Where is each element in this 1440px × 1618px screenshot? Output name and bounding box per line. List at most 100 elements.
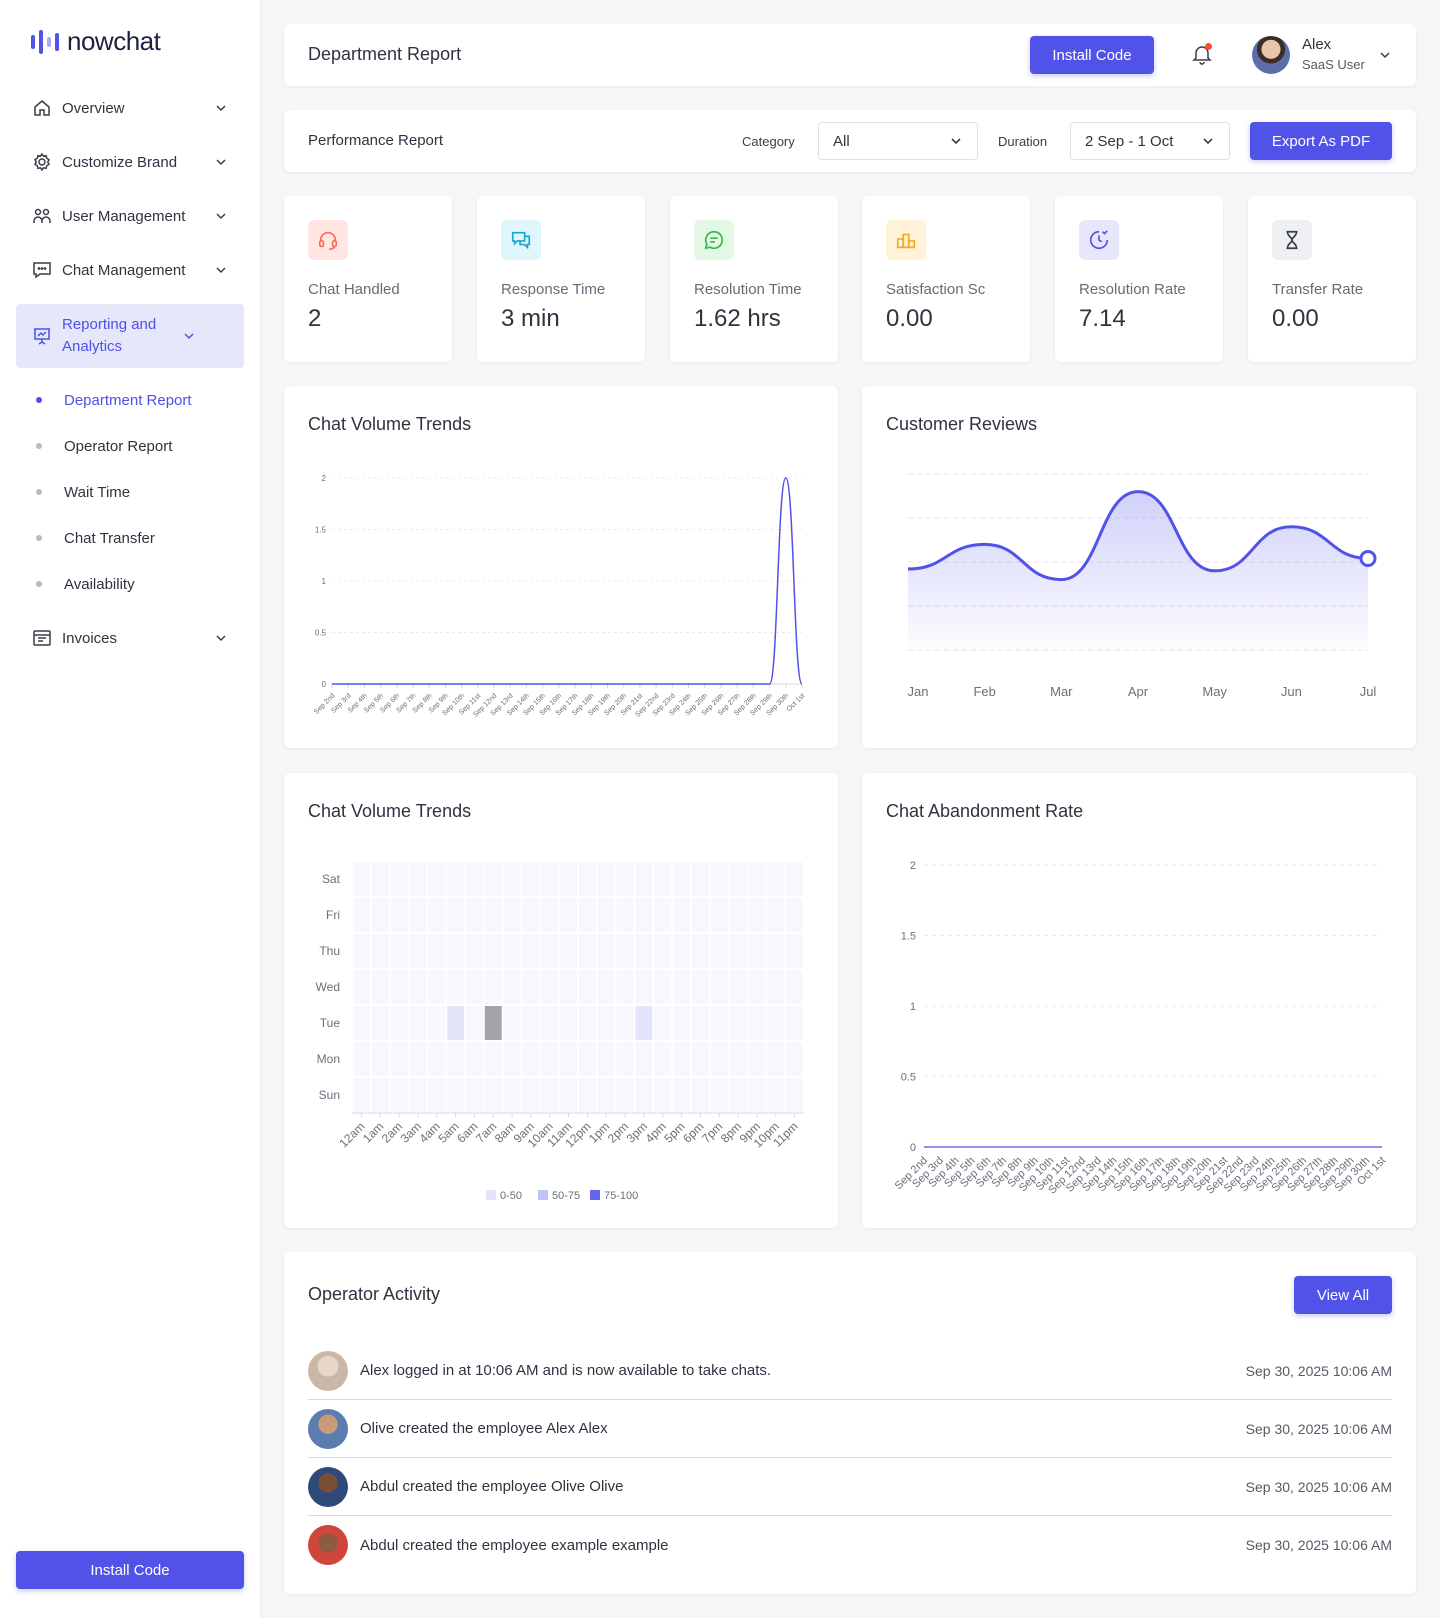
duration-select[interactable]: 2 Sep - 1 Oct — [1070, 122, 1230, 160]
stat-value: 2 — [308, 305, 322, 332]
legend-swatch — [538, 1190, 548, 1200]
heatmap-cell — [729, 934, 747, 968]
subitem-department-report[interactable]: Department Report — [28, 377, 248, 423]
heatmap-cell-active — [484, 1006, 502, 1040]
sidebar-item-invoices[interactable]: Invoices — [16, 618, 244, 658]
area-fill — [908, 491, 1368, 650]
heatmap-cell — [560, 862, 577, 896]
install-code-button[interactable]: Install Code — [1030, 36, 1154, 74]
brand-logo[interactable]: nowchat — [31, 26, 161, 57]
page-title: Department Report — [308, 44, 462, 64]
heatmap-cell — [390, 1078, 408, 1112]
heatmap-cell — [371, 1006, 389, 1040]
heatmap-cell — [692, 970, 709, 1004]
activity-time: Sep 30, 2025 10:06 AM — [1245, 1420, 1392, 1437]
heatmap-cell — [353, 862, 370, 896]
sidebar-item-reporting-analytics[interactable]: Reporting and Analytics — [16, 304, 244, 368]
heatmap-cell — [371, 898, 389, 932]
heatmap-cell — [767, 1042, 785, 1076]
sidebar-submenu: Department Report Operator Report Wait T… — [28, 377, 248, 607]
subitem-operator-report[interactable]: Operator Report — [28, 423, 248, 469]
heatmap-cell — [654, 898, 672, 932]
y-tick-label: Fri — [326, 908, 340, 922]
heatmap-cell — [579, 1006, 596, 1040]
heatmap-cell — [447, 898, 464, 932]
subitem-availability[interactable]: Availability — [28, 561, 248, 607]
heatmap-cell — [616, 1078, 634, 1112]
subitem-wait-time[interactable]: Wait Time — [28, 469, 248, 515]
view-all-button[interactable]: View All — [1294, 1276, 1392, 1314]
sidebar-item-chat-management[interactable]: Chat Management — [16, 250, 244, 290]
heatmap-cell — [522, 1006, 540, 1040]
last-point-marker — [1359, 549, 1377, 567]
sidebar-item-label: Overview — [62, 99, 125, 117]
heatmap-cell — [541, 934, 559, 968]
bullet-icon — [36, 397, 42, 403]
heatmap-cell — [710, 898, 728, 932]
heatmap-cell — [635, 862, 653, 896]
chart-card-abandonment-rate: Chat Abandonment Rate 0 0.5 1 1.5 2 Sep 2nd Se… — [862, 773, 1416, 1228]
subitem-chat-transfer[interactable]: Chat Transfer — [28, 515, 248, 561]
heatmap-cell — [522, 1042, 540, 1076]
heatmap-cell — [503, 970, 521, 1004]
heatmap-cell — [353, 970, 370, 1004]
sidebar-nav-bottom: Invoices — [16, 618, 244, 672]
message-icon — [694, 220, 734, 260]
chart-card-chat-volume-heatmap: Chat Volume Trends Sat Fri Thu Wed Tue Mon Sun… — [284, 773, 838, 1228]
heatmap-cell — [541, 970, 559, 1004]
notification-bell-icon[interactable] — [1190, 42, 1214, 66]
list-item: Alex logged in at 10:06 AM and is now av… — [308, 1342, 1392, 1400]
subitem-label: Wait Time — [64, 483, 131, 501]
heatmap-cell — [597, 970, 615, 1004]
chart-card-chat-volume-line: Chat Volume Trends 0 0.5 1 1.5 2 Sep 2nd Sep 3… — [284, 386, 838, 748]
heatmap-cell — [541, 1006, 559, 1040]
avatar[interactable] — [1252, 36, 1290, 74]
heatmap-cell — [673, 1042, 690, 1076]
customer-reviews-area-chart: Jan Feb Mar Apr May Jun Jul — [908, 473, 1377, 699]
stat-card-resolution-rate: Resolution Rate 7.14 — [1055, 196, 1223, 362]
heatmap-cell — [710, 862, 728, 896]
chevron-down-icon — [216, 105, 226, 112]
subitem-label: Availability — [64, 575, 135, 593]
gear-icon — [32, 152, 52, 172]
x-tick-label: Mar — [1050, 684, 1073, 699]
y-tick-label: Wed — [316, 980, 340, 994]
category-select[interactable]: All — [818, 122, 978, 160]
section-title: Operator Activity — [308, 1284, 441, 1304]
heatmap-cell — [579, 862, 596, 896]
heatmap-cell — [748, 1078, 766, 1112]
headset-icon — [308, 220, 348, 260]
heatmap-cell — [560, 1006, 577, 1040]
heatmap-cell — [692, 898, 709, 932]
sidebar-item-user-management[interactable]: User Management — [16, 196, 244, 236]
heatmap-cell — [597, 1006, 615, 1040]
heatmap-cell — [748, 898, 766, 932]
chevron-down-icon — [1203, 138, 1213, 145]
heatmap-cell — [541, 898, 559, 932]
y-tick-label: Thu — [319, 944, 340, 958]
heatmap-cell — [447, 970, 464, 1004]
y-tick-label: 0 — [322, 680, 327, 689]
export-pdf-button[interactable]: Export As PDF — [1250, 122, 1392, 160]
chevron-down-icon — [216, 213, 226, 220]
heatmap-cell — [692, 1042, 709, 1076]
sidebar-install-code-button[interactable]: Install Code — [16, 1551, 244, 1589]
user-menu-chevron-icon[interactable] — [1378, 48, 1392, 62]
heatmap-cell — [710, 1078, 728, 1112]
sidebar-item-overview[interactable]: Overview — [16, 88, 244, 128]
x-tick-label: Jan — [908, 684, 929, 699]
sidebar-item-customize-brand[interactable]: Customize Brand — [16, 142, 244, 182]
heatmap-cell — [428, 1006, 446, 1040]
heatmap-cell — [635, 1042, 653, 1076]
bullet-icon — [36, 581, 42, 587]
heatmap-cell — [484, 1078, 502, 1112]
heatmap-cell — [447, 1042, 464, 1076]
heatmap-cell — [484, 934, 502, 968]
y-tick-label: Sun — [319, 1088, 340, 1102]
heatmap-cell — [371, 934, 389, 968]
hourglass-icon — [1272, 220, 1312, 260]
y-tick-label: 1.5 — [315, 526, 327, 535]
heatmap-cell — [654, 970, 672, 1004]
heatmap-cell — [729, 898, 747, 932]
legend-label: 50-75 — [552, 1190, 580, 1202]
